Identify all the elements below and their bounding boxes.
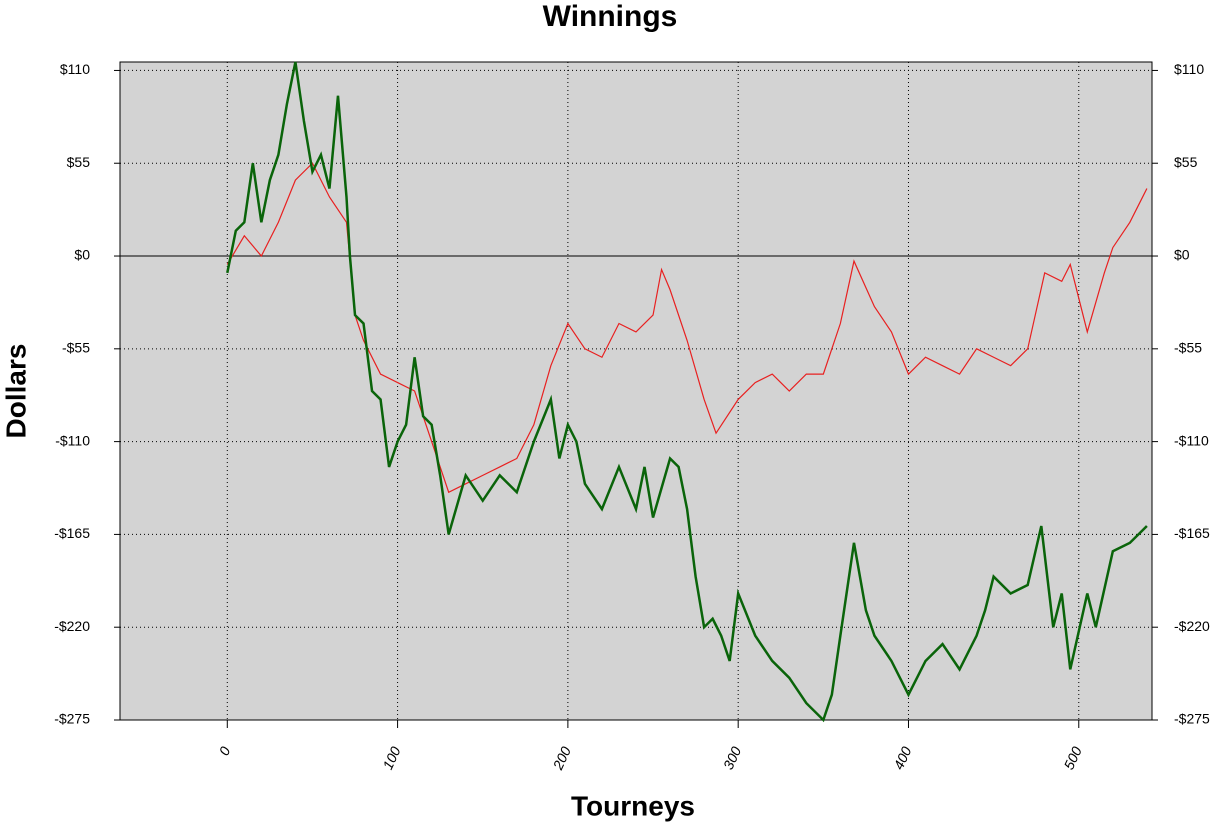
x-tick-label: 300	[720, 744, 744, 772]
y-axis-label: Dollars	[0, 344, 31, 439]
series-line	[226, 61, 1148, 723]
chart-title: Winnings	[543, 0, 678, 33]
y2-tick-label: $55	[1174, 154, 1198, 170]
x-tick-label: 100	[379, 744, 403, 772]
series-line	[226, 162, 1148, 494]
y-tick-label: $0	[74, 247, 90, 263]
x-tick-label: 500	[1060, 744, 1084, 772]
y2-tick-label: -$275	[1174, 711, 1210, 727]
y-tick-label: -$165	[54, 525, 90, 541]
y2-tick-label: -$55	[1174, 340, 1202, 356]
y-tick-label: -$55	[62, 340, 90, 356]
x-axis-label: Tourneys	[571, 790, 695, 821]
y2-tick-label: -$110	[1174, 432, 1209, 448]
y-tick-label: -$275	[54, 711, 90, 727]
y2-tick-label: -$220	[1174, 618, 1210, 634]
y-tick-label: -$110	[55, 432, 90, 448]
x-tick-label: 400	[890, 744, 914, 772]
y-tick-label: $55	[67, 154, 91, 170]
plot-area	[119, 61, 1153, 721]
y-tick-label: -$220	[54, 618, 90, 634]
y2-tick-label: $0	[1174, 247, 1190, 263]
x-tick-label: 0	[216, 744, 234, 758]
y-tick-label: $110	[60, 61, 90, 77]
x-tick-label: 200	[549, 744, 574, 773]
y2-tick-label: -$165	[1174, 525, 1210, 541]
y2-tick-label: $110	[1174, 61, 1204, 77]
